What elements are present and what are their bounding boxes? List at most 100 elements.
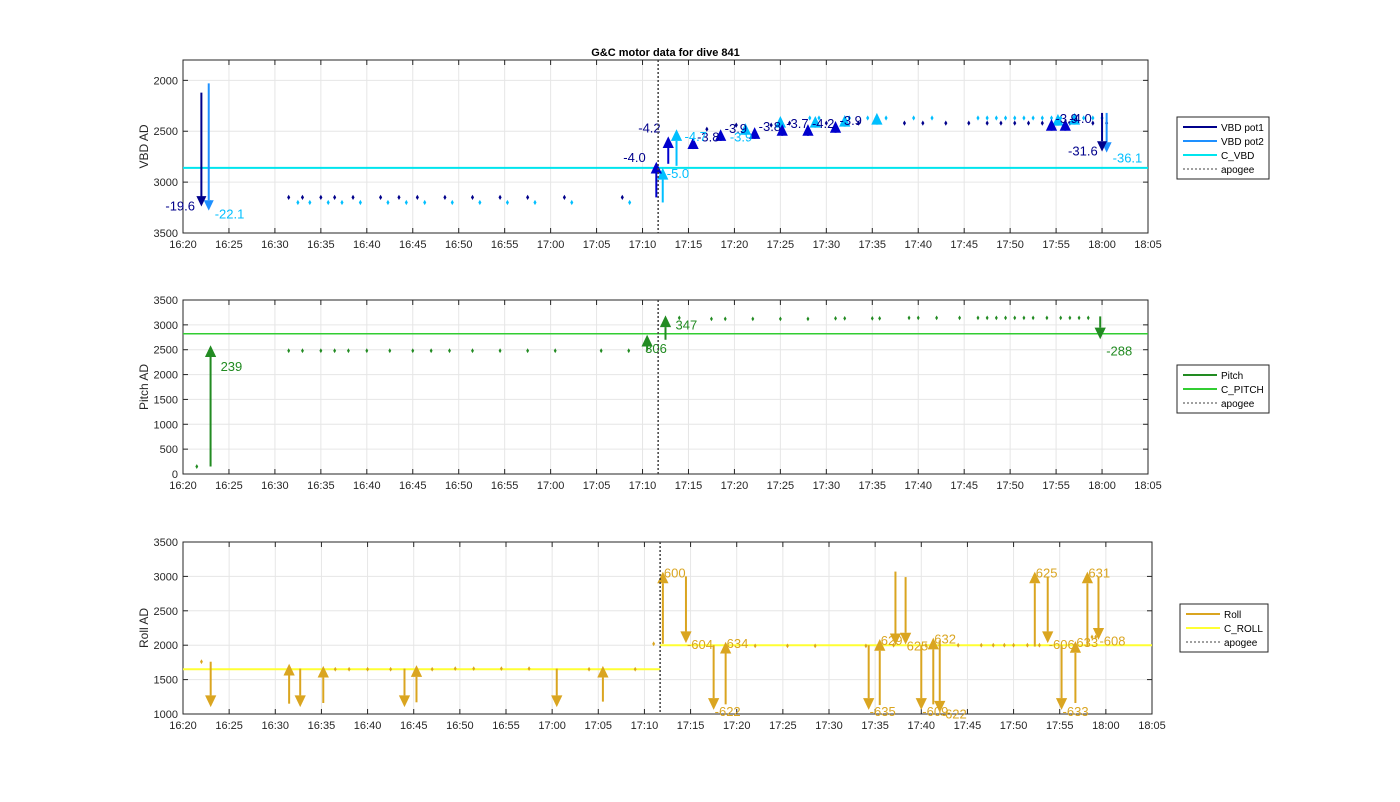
vbd-pot2-point [386, 199, 390, 206]
panel-2: 16:20 16:25 16:30 16:35 16:40 16:45 16:50 16:55… [137, 295, 1270, 492]
vbd-pot2-point [866, 115, 870, 121]
roll-move-head [657, 571, 669, 584]
vbd-pot1-label: -4.2 [638, 120, 660, 135]
pitch-point [778, 316, 782, 322]
vbd-pot2-point [478, 199, 482, 206]
vbd-pot1-point [397, 194, 401, 200]
roll-point [864, 643, 868, 649]
y-tick-label: 500 [160, 444, 178, 456]
roll-point [1094, 634, 1098, 640]
roll-point [633, 666, 637, 672]
x-tick-label: 16:50 [445, 239, 473, 251]
pitch-point [834, 315, 837, 321]
roll-point [1037, 642, 1041, 648]
vbd-pot2-point [340, 199, 344, 206]
vbd-pot1-move-head [1059, 119, 1071, 131]
roll-move-head [398, 695, 411, 708]
x-tick-label: 17:55 [1042, 239, 1070, 251]
vbd-pot2-point [358, 199, 362, 206]
y-tick-label: 3500 [154, 228, 178, 240]
x-tick-label: 16:55 [492, 720, 520, 732]
pitch-point [976, 315, 980, 321]
x-tick-label: 16:25 [215, 480, 243, 492]
roll-point [389, 666, 393, 672]
vbd-pot1-point [856, 120, 861, 126]
pitch-point [471, 348, 474, 354]
vbd-pot2-point [1091, 115, 1095, 121]
roll-move-head [915, 698, 927, 710]
vbd-pot2-point [450, 199, 454, 206]
vbd-pot1-point [999, 120, 1003, 126]
vbd-pot2-point [296, 199, 300, 206]
roll-point [527, 666, 531, 671]
vbd-pot2-point [985, 115, 989, 121]
vbd-pot2-label: -3.9 [730, 129, 752, 144]
roll-point [347, 666, 351, 672]
x-tick-label: 16:35 [308, 720, 336, 732]
pitch-point [411, 348, 415, 354]
x-tick-label: 17:30 [813, 480, 841, 492]
pitch-point [301, 348, 304, 354]
vbd-pot1-point [498, 194, 502, 200]
vbd-pot2-move-head [871, 112, 883, 125]
x-tick-label: 18:00 [1088, 239, 1116, 251]
x-tick-label: 17:15 [677, 720, 705, 732]
roll-label: -635 [870, 704, 896, 719]
roll-move-head [1029, 571, 1041, 584]
roll-move-head [410, 665, 423, 677]
roll-point [652, 641, 656, 647]
vbd-pot2-point [808, 115, 812, 121]
vbd-pot1-point [319, 194, 323, 200]
x-tick-label: 17:10 [629, 239, 657, 251]
y-tick-label: 2000 [154, 75, 178, 87]
x-tick-label: 17:05 [583, 480, 611, 492]
vbd-pot2-label: -36.1 [1113, 151, 1143, 166]
x-tick-label: 17:15 [675, 239, 703, 251]
legend-label: apogee [1221, 399, 1255, 410]
vbd-pot2-point [1049, 115, 1054, 121]
vbd-pot1-label: -4.0 [1069, 111, 1091, 126]
y-tick-label: 1500 [154, 675, 178, 687]
x-tick-label: 16:20 [169, 480, 197, 492]
roll-move-head [1042, 631, 1054, 644]
vbd-pot1-point [921, 120, 925, 126]
x-tick-label: 16:25 [215, 239, 243, 251]
roll-move-head [317, 665, 329, 678]
y-tick-label: 2000 [154, 640, 178, 652]
pitch-move-head [659, 315, 672, 328]
x-tick-label: 17:35 [859, 239, 887, 251]
vbd-pot1-point [902, 120, 907, 126]
pitch-point [806, 316, 810, 322]
x-tick-label: 17:55 [1042, 480, 1070, 492]
roll-label: 629 [881, 633, 903, 648]
vbd-pot1-point [562, 194, 566, 200]
axes-box [182, 541, 1153, 715]
y-tick-label: 1000 [154, 709, 178, 721]
vbd-pot2-point [994, 115, 998, 121]
roll-point [587, 666, 591, 672]
roll-move-head [874, 639, 886, 651]
roll-label: 625 [1036, 566, 1058, 581]
vbd-pot2-point [817, 115, 821, 121]
roll-point [813, 643, 817, 649]
vbd-pot1-point [769, 122, 773, 128]
roll-point [1002, 642, 1006, 648]
x-tick-label: 17:00 [537, 239, 565, 251]
roll-point [430, 666, 434, 672]
pitch-point [958, 315, 962, 321]
y-tick-label: 3000 [154, 571, 178, 583]
vbd-pot1-point [379, 194, 383, 200]
vbd-pot2-point [912, 115, 916, 121]
pitch-point [916, 315, 920, 321]
roll-move-head [294, 695, 306, 708]
y-tick-label: 2500 [154, 606, 178, 618]
vbd-pot1-move-head [715, 129, 727, 141]
x-tick-label: 17:50 [996, 239, 1024, 251]
x-tick-label: 16:50 [445, 480, 473, 492]
vbd-pot1-label: -4.0 [623, 150, 645, 165]
vbd-pot1-move-head [662, 136, 674, 149]
vbd-pot1-label: -4.2 [812, 116, 834, 131]
x-tick-label: 17:50 [1000, 720, 1028, 732]
